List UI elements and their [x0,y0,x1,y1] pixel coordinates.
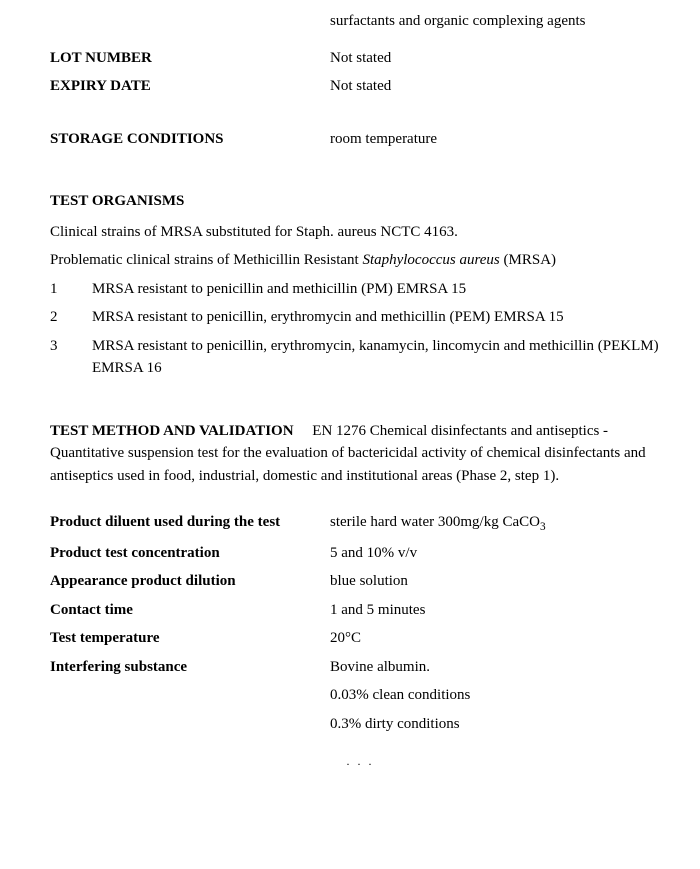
test-organisms-heading: TEST ORGANISMS [50,190,670,213]
info-row: EXPIRY DATE Not stated [50,75,670,98]
param-value: 20°C [330,627,670,650]
param-value: 5 and 10% v/v [330,542,670,565]
info-value: Not stated [330,47,670,70]
param-label: Contact time [50,599,330,622]
param-label-empty [50,713,330,736]
organism-list-item: 2 MRSA resistant to penicillin, erythrom… [50,306,670,329]
param-row: Test temperature 20°C [50,627,670,650]
param-label: Appearance product dilution [50,570,330,593]
list-text: MRSA resistant to penicillin and methici… [92,278,670,301]
param-label: Product diluent used during the test [50,511,330,536]
list-number: 1 [50,278,92,301]
param-row: Product diluent used during the test ste… [50,511,670,536]
param-value: blue solution [330,570,670,593]
test-organisms-line2: Problematic clinical strains of Methicil… [50,249,670,272]
info-row: LOT NUMBER Not stated [50,47,670,70]
param-label-empty [50,684,330,707]
info-value: room temperature [330,128,670,151]
param-value: sterile hard water 300mg/kg CaCO3 [330,511,670,536]
param-label: Product test concentration [50,542,330,565]
list-number: 3 [50,335,92,380]
param-value: 1 and 5 minutes [330,599,670,622]
info-label: EXPIRY DATE [50,75,330,98]
line2-part-a: Problematic clinical strains of Methicil… [50,252,362,268]
document-page: surfactants and organic complexing agent… [0,0,700,803]
top-continuation-text: surfactants and organic complexing agent… [330,10,670,33]
organism-list-item: 1 MRSA resistant to penicillin and methi… [50,278,670,301]
method-block: TEST METHOD AND VALIDATION EN 1276 Chemi… [50,420,670,488]
param-row: Contact time 1 and 5 minutes [50,599,670,622]
param-label: Test temperature [50,627,330,650]
info-label: LOT NUMBER [50,47,330,70]
info-value: Not stated [330,75,670,98]
line2-part-b: Staphylococcus aureus [362,252,499,268]
footer-dots: · · · [50,755,670,773]
list-number: 2 [50,306,92,329]
line2-part-c: (MRSA) [500,252,556,268]
param-row: Interfering substance Bovine albumin. [50,656,670,679]
param-value: Bovine albumin. [330,656,670,679]
param-value-sub: 3 [540,521,546,533]
test-organisms-line1: Clinical strains of MRSA substituted for… [50,221,670,244]
organism-list-item: 3 MRSA resistant to penicillin, erythrom… [50,335,670,380]
param-value-text: sterile hard water 300mg/kg CaCO [330,514,540,530]
method-heading: TEST METHOD AND VALIDATION [50,423,294,439]
list-text: MRSA resistant to penicillin, erythromyc… [92,306,670,329]
param-extra-value: 0.03% clean conditions [330,684,670,707]
list-text: MRSA resistant to penicillin, erythromyc… [92,335,670,380]
param-label: Interfering substance [50,656,330,679]
info-row: STORAGE CONDITIONS room temperature [50,128,670,151]
param-row: Appearance product dilution blue solutio… [50,570,670,593]
param-row: Product test concentration 5 and 10% v/v [50,542,670,565]
param-extra-row: 0.03% clean conditions [50,684,670,707]
info-label: STORAGE CONDITIONS [50,128,330,151]
param-extra-value: 0.3% dirty conditions [330,713,670,736]
param-extra-row: 0.3% dirty conditions [50,713,670,736]
